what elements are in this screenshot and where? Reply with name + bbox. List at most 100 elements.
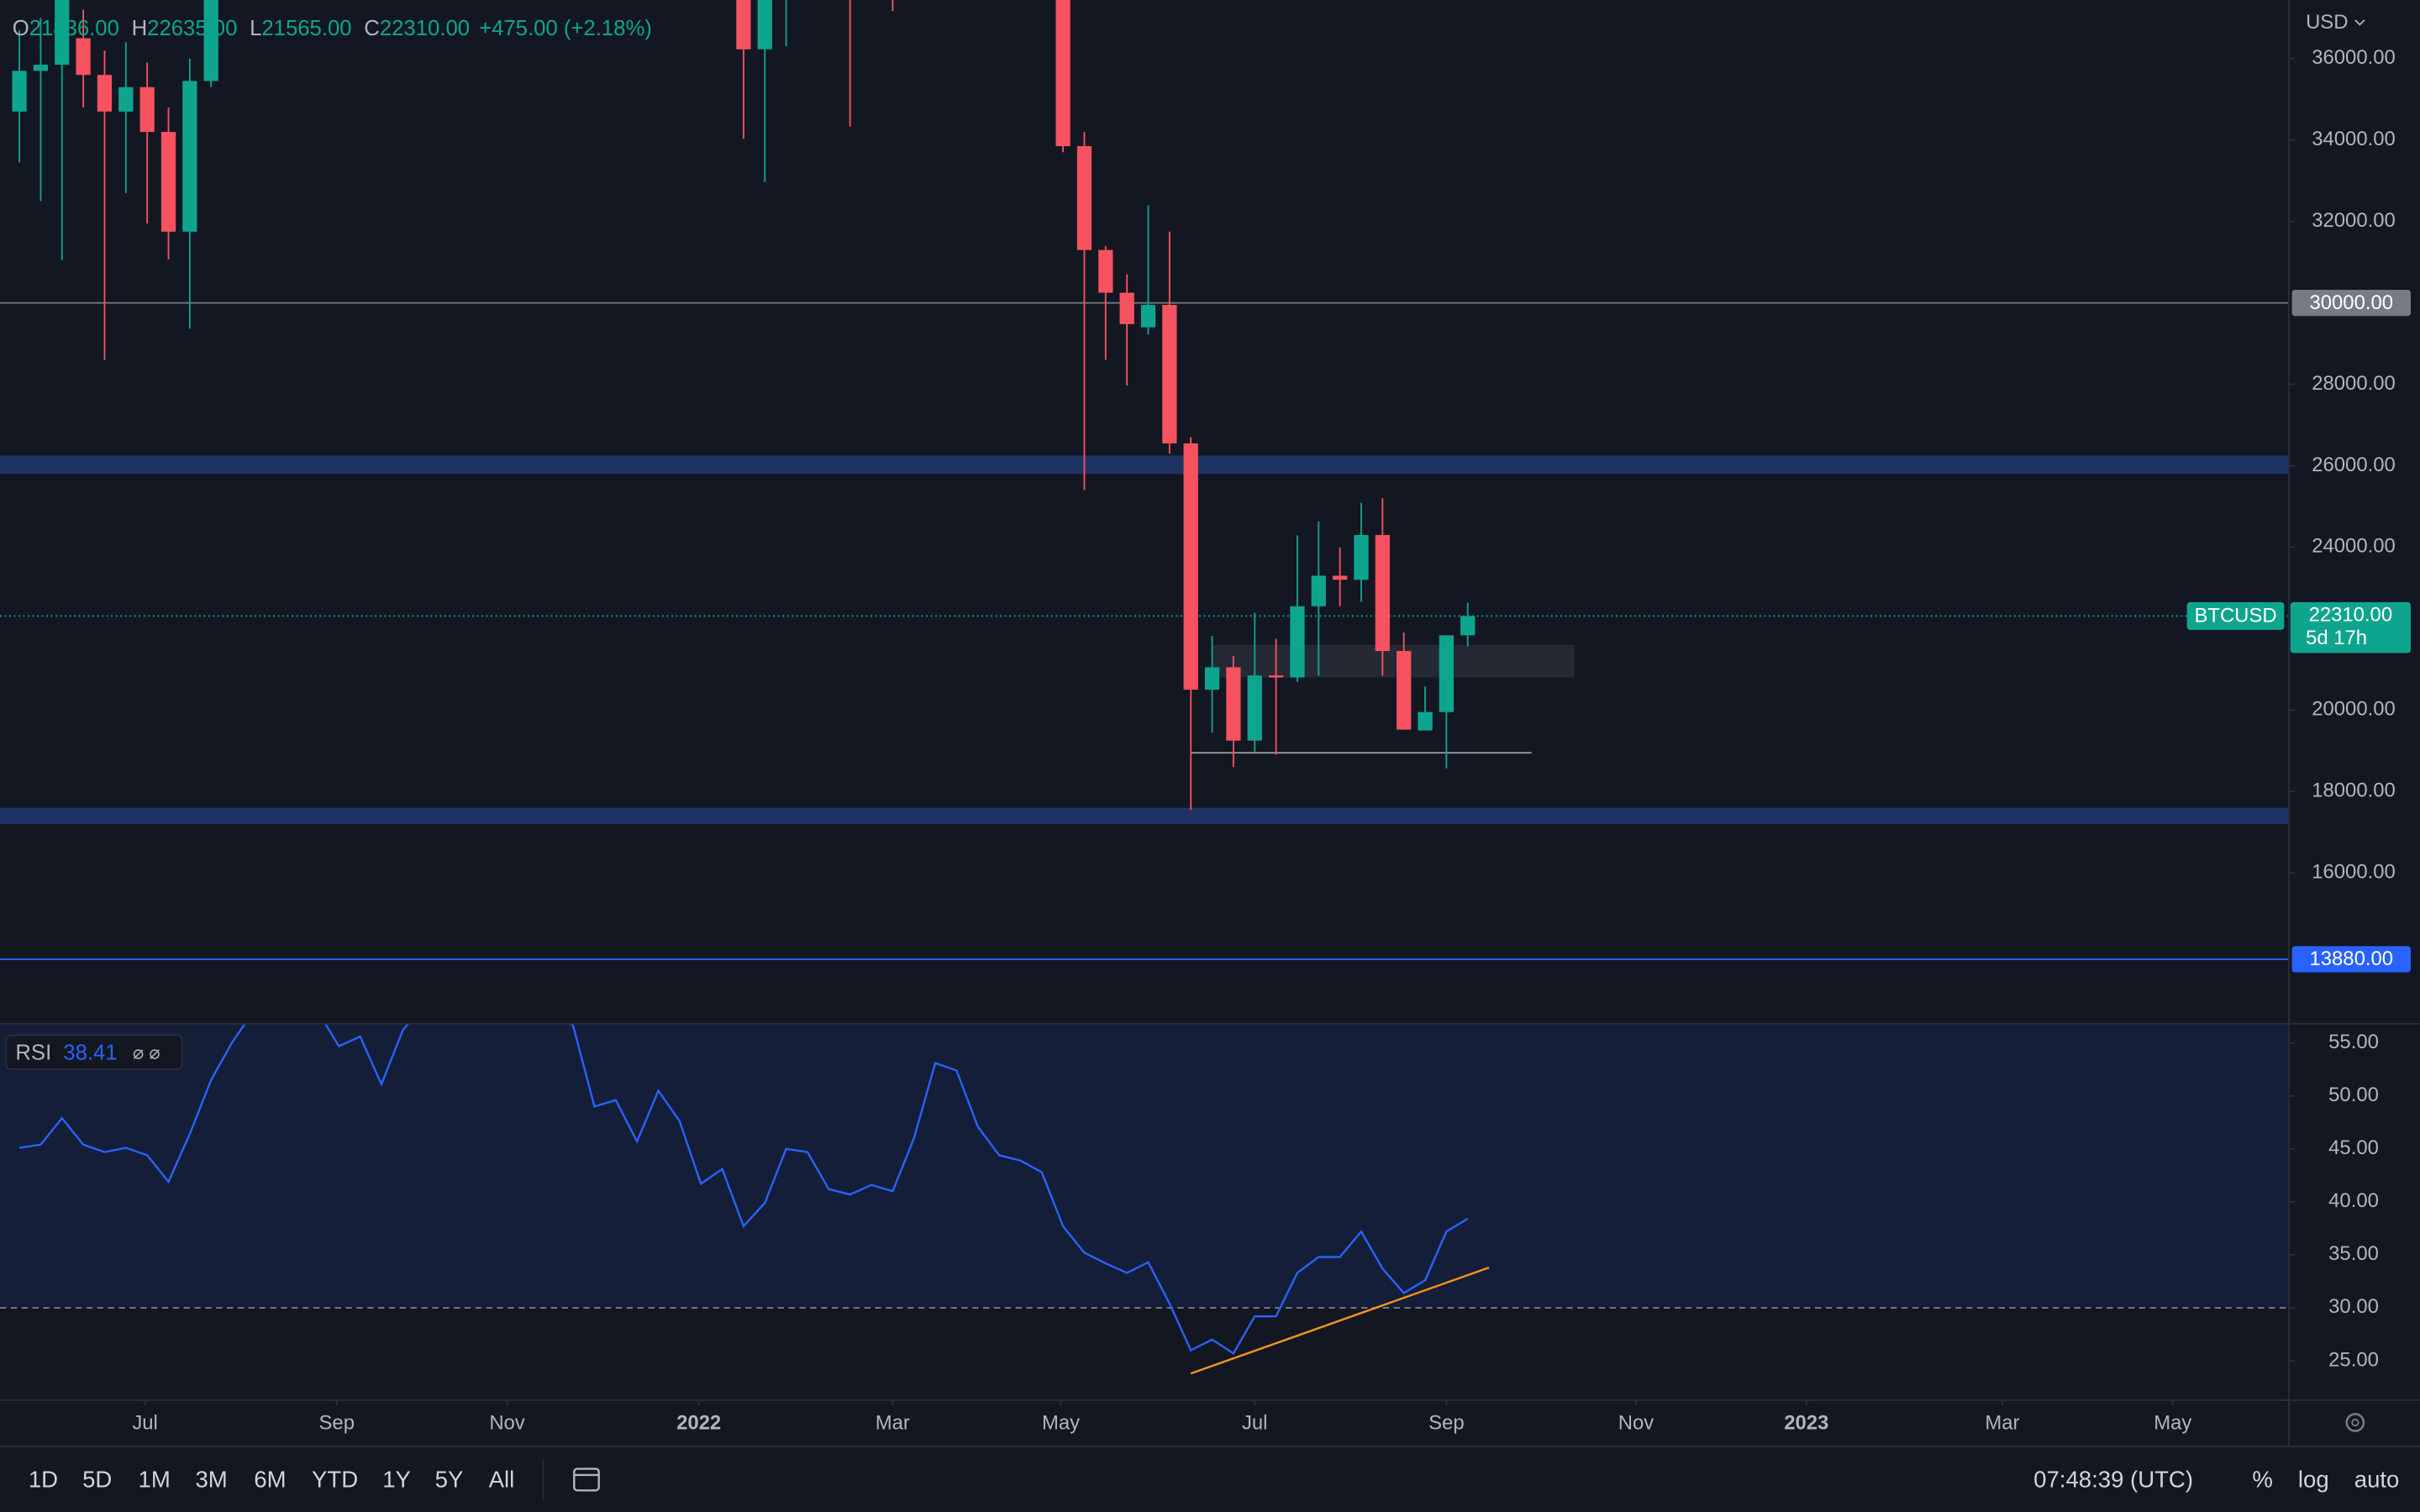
bottom-toolbar: 1D 5D 1M 3M 6M YTD 1Y 5Y All 07:48:39 (UTC)% log au…: [29, 1467, 2400, 1493]
rsi-value: 38.41: [63, 1041, 117, 1064]
ohlc-key: H: [132, 17, 148, 40]
candle-body: [1375, 534, 1390, 652]
date-range-icon[interactable]: [573, 1467, 600, 1492]
rsi-y-tick-label: 25.00: [2328, 1348, 2379, 1371]
symbol-label: BTCUSD: [2194, 605, 2276, 627]
candle-body: [76, 38, 91, 76]
candle-body: [1439, 635, 1455, 712]
y-tick-label: 20000.00: [2312, 698, 2396, 721]
range-button[interactable]: 1M: [139, 1467, 171, 1493]
rsi-y-tick-label: 50.00: [2328, 1084, 2379, 1106]
ohlc-key: O: [13, 17, 29, 40]
ohlc-change: +475.00 (+2.18%): [479, 17, 652, 40]
range-button[interactable]: YTD: [312, 1467, 358, 1493]
clock: 07:48:39 (UTC): [2033, 1467, 2193, 1493]
range-button[interactable]: 3M: [195, 1467, 227, 1493]
candle-body: [1247, 675, 1262, 741]
x-tick-label: Sep: [319, 1412, 355, 1435]
range-button[interactable]: All: [489, 1467, 515, 1493]
currency[interactable]: USD: [2306, 11, 2348, 34]
candle-body: [757, 0, 772, 50]
scale-option[interactable]: auto: [2354, 1467, 2400, 1493]
y-tick-label: 26000.00: [2312, 454, 2396, 476]
candle-body: [1397, 651, 1412, 730]
range-box: [1212, 644, 1575, 678]
rsi-legend-bg: [5, 1034, 183, 1070]
candle-body: [1055, 0, 1071, 147]
candle-body: [1418, 711, 1433, 731]
rsi-y-tick-label: 55.00: [2328, 1031, 2379, 1053]
symbol-badge: [2186, 601, 2285, 630]
y-tick-label: 36000.00: [2312, 46, 2396, 69]
candle-body: [1076, 146, 1092, 250]
range-button[interactable]: 6M: [254, 1467, 286, 1493]
candle-body: [1226, 667, 1241, 741]
candle-body: [1119, 292, 1134, 324]
candle-body: [1460, 616, 1476, 636]
candle-body: [1162, 305, 1177, 444]
candle-body: [736, 0, 751, 50]
x-tick-label: 2022: [676, 1412, 721, 1435]
ohlc-key: L: [250, 17, 261, 40]
range-button[interactable]: 5D: [82, 1467, 112, 1493]
rsi-y-tick-label: 35.00: [2328, 1242, 2379, 1265]
candle-body: [1354, 534, 1369, 580]
last-price-label: 22310.00: [2309, 604, 2393, 627]
scale-option[interactable]: %: [2252, 1467, 2273, 1493]
settings-icon[interactable]: [2345, 1413, 2365, 1432]
x-tick-label: Jul: [132, 1412, 158, 1435]
scale-option[interactable]: log: [2298, 1467, 2329, 1493]
price-badge-label: 30000.00: [2310, 291, 2394, 314]
candle-body: [182, 81, 197, 232]
x-tick-label: Mar: [876, 1412, 910, 1435]
price-badge: [2291, 946, 2411, 973]
gear: [2345, 1413, 2365, 1432]
ohlc-value: 22310.00: [380, 17, 470, 40]
candle-body: [12, 71, 27, 112]
y-tick-label: 16000.00: [2312, 861, 2396, 884]
y-tick-label: 18000.00: [2312, 780, 2396, 802]
candle-body: [1311, 575, 1326, 606]
currency-caret: [2354, 19, 2365, 26]
candle-body: [97, 75, 113, 112]
calendar: [573, 1467, 600, 1492]
rsi-icons: ⌀ ⌀: [133, 1042, 160, 1063]
range-button[interactable]: 1D: [29, 1467, 58, 1493]
x-tick-label: Mar: [1985, 1412, 2019, 1435]
rsi-title: RSI: [15, 1041, 51, 1064]
rsi-y-tick-label: 30.00: [2328, 1295, 2379, 1318]
x-tick-label: Jul: [1242, 1412, 1268, 1435]
range-button[interactable]: 1Y: [382, 1467, 411, 1493]
ohlc-key: C: [364, 17, 380, 40]
price-zone: [0, 807, 2289, 825]
price-badge: [2291, 290, 2411, 317]
candle-body: [1204, 667, 1220, 690]
candle-body: [118, 87, 134, 112]
rsi-pane: [0, 1024, 2289, 1375]
axes: 30000.00 13880.00 36000.00 34000.00 32000.00…: [5, 17, 2411, 1435]
price-zone: [0, 455, 2289, 475]
candle-body: [1140, 305, 1156, 328]
candle-body: [55, 0, 70, 66]
y-tick-label: 24000.00: [2312, 535, 2396, 558]
countdown-label: 5d 17h: [2306, 627, 2367, 649]
candle-body: [1332, 575, 1348, 580]
candle-body: [1268, 675, 1284, 678]
range-button[interactable]: 5Y: [435, 1467, 464, 1493]
candle-body: [1290, 606, 1305, 678]
candle-body: [33, 65, 49, 71]
last-price-badge: [2290, 601, 2411, 654]
candle-body: [203, 0, 218, 81]
candle-body: [1183, 443, 1198, 690]
ohlc-value: 22635.00: [147, 17, 237, 40]
x-tick-label: Nov: [1618, 1412, 1655, 1435]
y-tick-label: 32000.00: [2312, 209, 2396, 232]
rsi-line: [18, 1024, 246, 1184]
rsi-line: [570, 1024, 1469, 1355]
y-tick-label: 34000.00: [2312, 128, 2396, 150]
rsi-trendline: [1190, 1266, 1490, 1375]
ohlc-value: 21565.00: [261, 17, 351, 40]
rsi-y-tick-label: 45.00: [2328, 1137, 2379, 1159]
